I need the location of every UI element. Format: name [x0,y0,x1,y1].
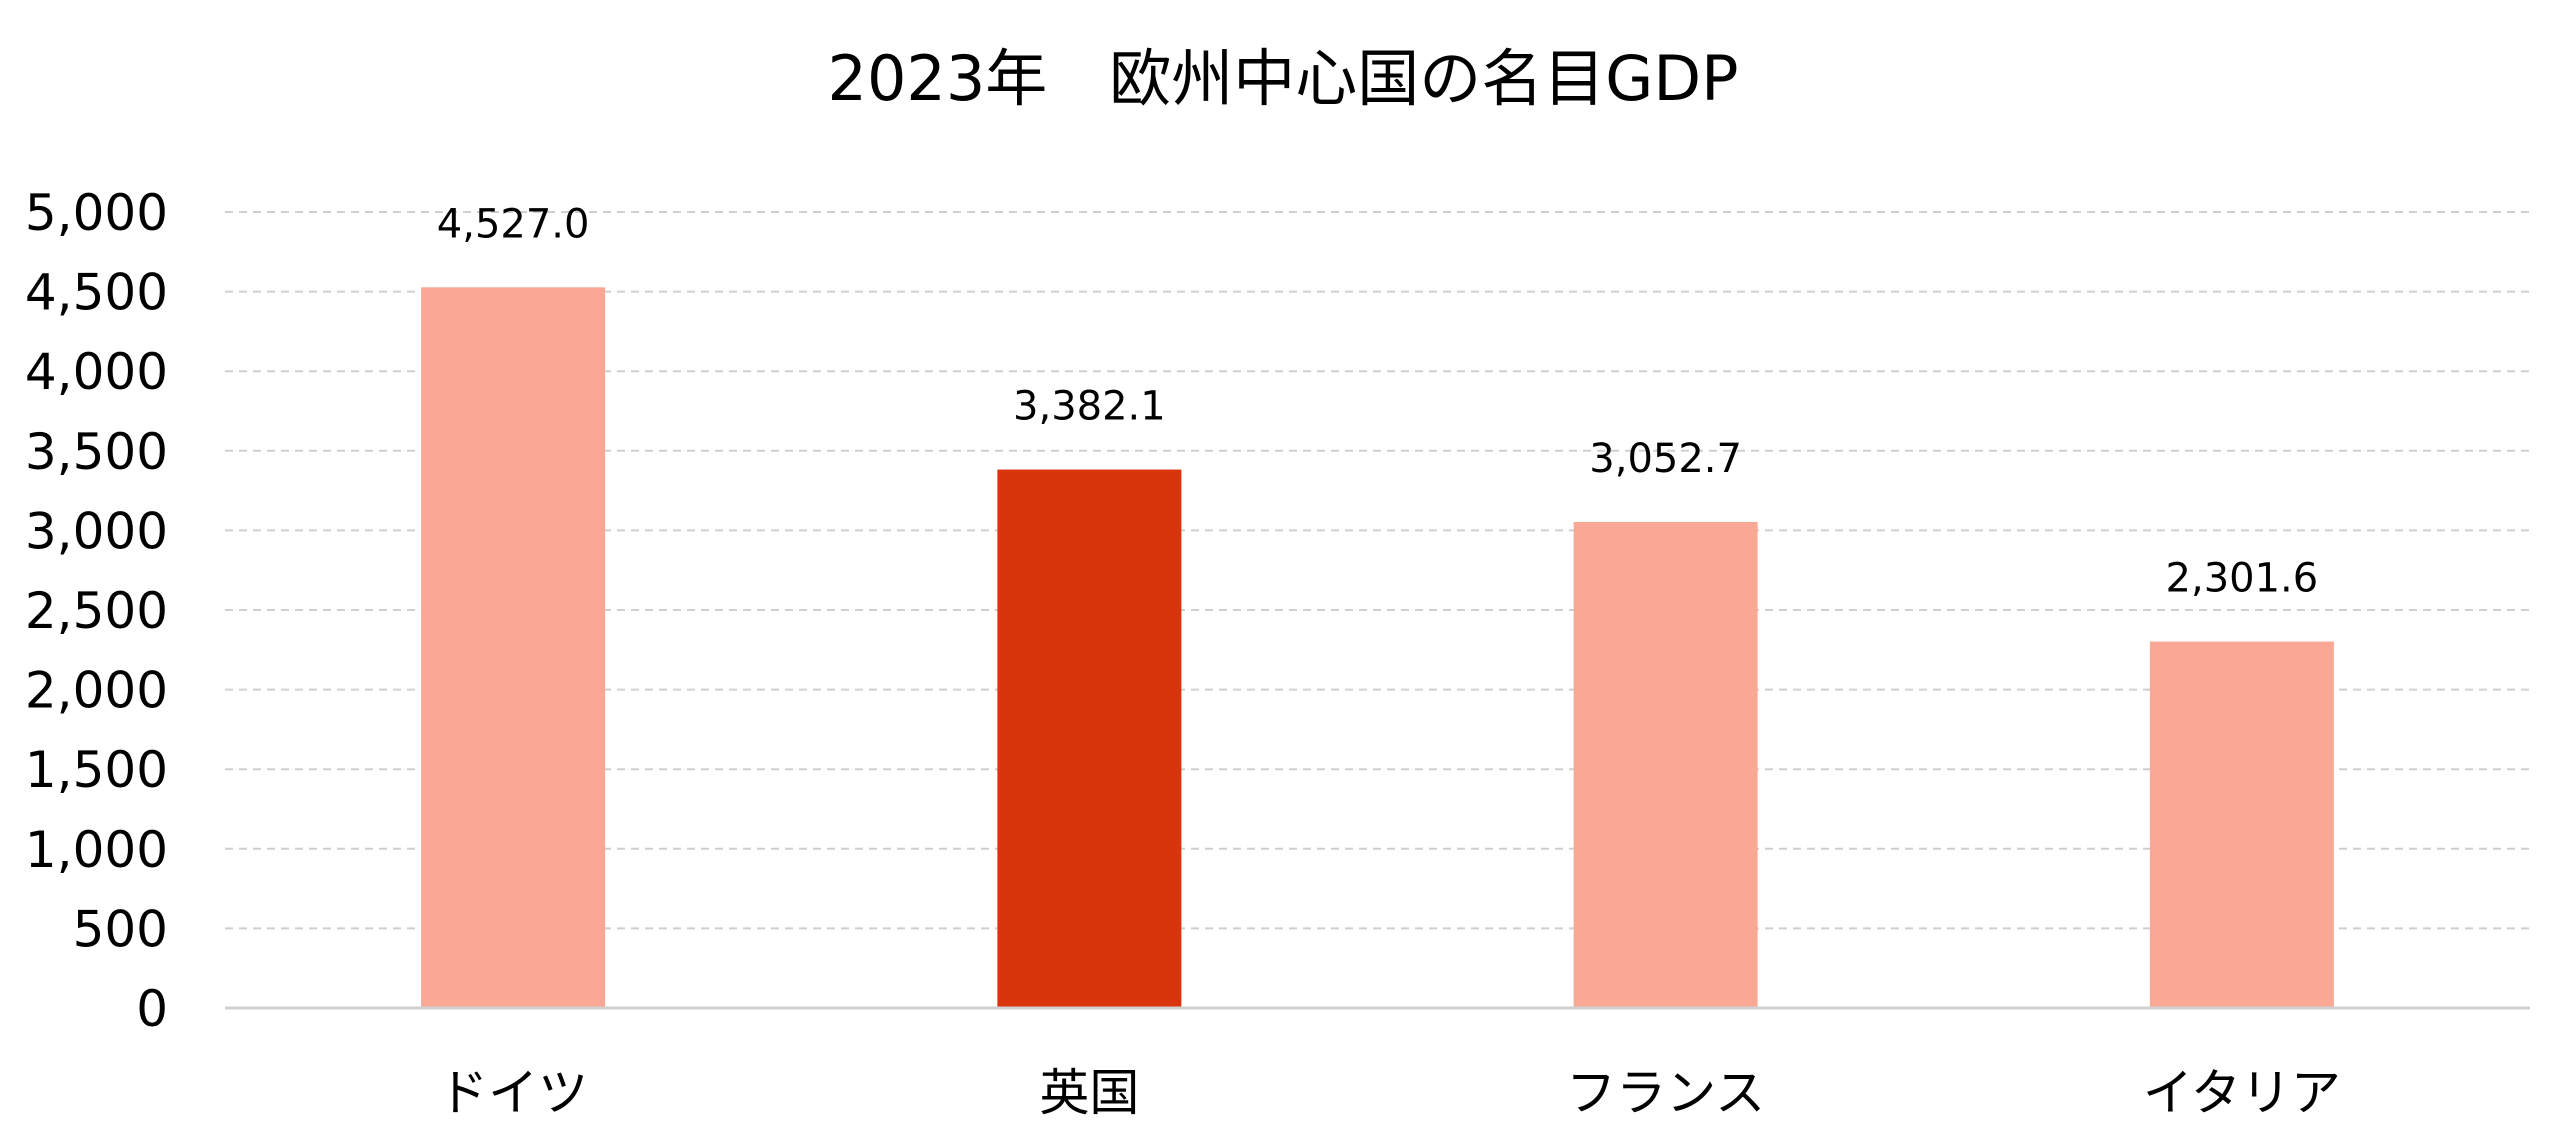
y-tick-label: 4,000 [25,343,168,401]
x-tick-label: ドイツ [438,1064,588,1122]
y-tick-label: 2,500 [25,582,168,640]
bars [421,287,2334,1008]
x-axis-ticks: ドイツ 英国 フランス イタリア [438,1064,2341,1122]
data-label: 3,382.1 [1013,384,1166,430]
data-label: 2,301.6 [2166,556,2319,602]
gridlines [225,211,2530,930]
bar [997,469,1182,1008]
y-tick-label: 1,500 [25,741,168,799]
y-tick-label: 3,000 [25,502,168,560]
chart-title: 2023年 欧州中心国の名目GDP [828,42,1739,115]
y-tick-label: 3,500 [25,423,168,481]
x-tick-label: イタリア [2143,1064,2341,1122]
data-labels: 4,527.0 3,382.1 3,052.7 2,301.6 [437,201,2318,601]
y-tick-label: 1,000 [25,821,168,879]
y-tick-label: 500 [73,900,168,958]
y-axis-ticks: 0 500 1,000 1,500 2,000 2,500 3,000 3,500 4,000 4… [25,184,168,1038]
y-tick-label: 4,500 [25,264,168,322]
data-label: 3,052.7 [1589,436,1742,482]
x-tick-label: フランス [1566,1064,1765,1122]
bar [2149,641,2334,1008]
y-tick-label: 2,000 [25,662,168,720]
bar [421,287,606,1008]
data-label: 4,527.0 [437,201,590,247]
y-tick-label: 5,000 [25,184,168,242]
x-tick-label: 英国 [1039,1064,1139,1122]
bar [1573,522,1758,1008]
y-tick-label: 0 [136,980,168,1038]
